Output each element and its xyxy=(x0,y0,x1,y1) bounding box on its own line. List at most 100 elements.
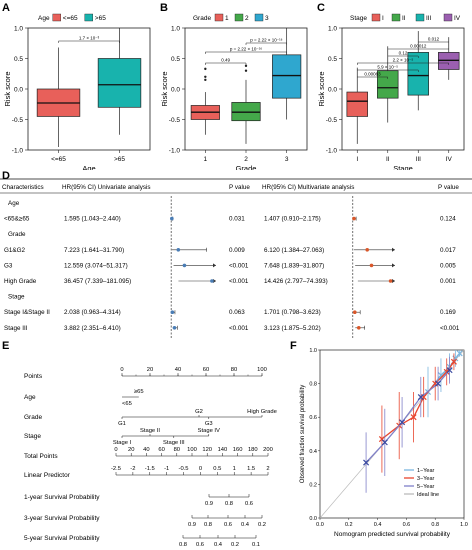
boxplot-age: Age <=65 >65 -1.0 -0.5 0.0 0.5 1.0 Risk score <=6… xyxy=(3,13,151,170)
panel-label-a: A xyxy=(2,2,10,14)
calibration-point-marker xyxy=(363,459,370,466)
legend-label: I xyxy=(382,15,384,22)
nomogram-row-label: Total Points xyxy=(24,453,58,460)
outlier-point xyxy=(204,78,207,82)
row-label: Stage I&Stage II xyxy=(4,309,50,316)
panel-label-c: C xyxy=(317,2,325,14)
legend-label: III xyxy=(426,15,432,22)
nomogram-tick-label: -2.5 xyxy=(111,466,121,472)
nomogram-tick-label: 0.8 xyxy=(225,501,233,507)
legend-swatch xyxy=(254,13,264,22)
comparison-bracket xyxy=(245,42,287,45)
x-tick-label: 0.8 xyxy=(431,522,439,528)
nomogram-tick-label: 100 xyxy=(187,447,197,453)
nomogram-row-label: Age xyxy=(24,394,36,401)
uni-ci-arrow xyxy=(213,279,216,283)
x-tick-label: 3 xyxy=(285,156,289,163)
multi-hr-point xyxy=(356,326,361,330)
legend-title: Grade xyxy=(193,15,211,22)
calibration-point-marker xyxy=(399,419,406,426)
outlier-point xyxy=(204,75,207,79)
nomogram-tick-label: -1.5 xyxy=(145,466,155,472)
comparison-pvalue: 2.2 × 10⁻⁵ xyxy=(393,58,414,63)
nomogram-tick-label: 0.5 xyxy=(213,466,221,472)
calibration-point-marker xyxy=(443,368,450,375)
age-label-high: ≥65 xyxy=(134,389,144,395)
nomogram-tick-label: 60 xyxy=(158,447,164,453)
row-label: G3 xyxy=(4,262,13,269)
nomogram-tick-label: 120 xyxy=(202,447,212,453)
uni-hr-value: 7.223 (1.641–31.790) xyxy=(64,247,124,254)
nomogram-tick-label: 140 xyxy=(218,447,228,453)
x-axis-label: Nomogram predicted survival probability xyxy=(334,531,451,538)
nomogram-tick-label: 200 xyxy=(263,447,273,453)
legend-label: Ideal line xyxy=(417,492,439,498)
uni-hr-point xyxy=(170,216,174,221)
box xyxy=(346,91,368,117)
legend-swatch xyxy=(234,13,244,22)
comparison-bracket xyxy=(58,40,120,43)
forest-plot-table: Characteristics HR(95% CI) Univariate ana… xyxy=(0,178,472,338)
x-tick-label: 0.0 xyxy=(316,522,324,528)
uni-p-value: <0.001 xyxy=(229,278,249,285)
x-tick-label: I xyxy=(356,156,358,163)
nomogram-tick-label: 0.4 xyxy=(214,542,223,548)
grade-label: High Grade xyxy=(247,409,277,415)
x-tick-label: 0.6 xyxy=(403,522,411,528)
row-label: Age xyxy=(8,200,20,207)
table-header: Characteristics xyxy=(2,184,44,191)
comparison-bracket xyxy=(418,41,449,44)
multi-p-value: 0.124 xyxy=(440,216,456,223)
x-tick-label: 0.4 xyxy=(374,522,382,528)
calibration-plot: 0.0 0.2 0.4 0.6 0.8 1.0 0.0 0.2 0.4 0.6 0.8 1.0 Nomo… xyxy=(300,348,468,538)
uni-hr-value: 3.882 (2.351–6.410) xyxy=(64,325,121,332)
legend-label: 2 xyxy=(245,15,249,22)
calibration-point-marker xyxy=(410,414,417,421)
comparison-bracket xyxy=(357,76,388,79)
nomogram-tick-label: 0.6 xyxy=(245,501,253,507)
boxplot-grade: Grade 1 2 3 -1.0 -0.5 0.0 0.5 1.0 Risk score 1 2 3 Gr… xyxy=(160,13,308,170)
outlier-point xyxy=(244,69,248,72)
stage-label: Stage II xyxy=(140,428,160,434)
uni-hr-value: 36.457 (7.339–181.095) xyxy=(64,278,131,285)
nomogram-tick-label: 20 xyxy=(128,447,134,453)
row-label: Stage xyxy=(8,294,25,301)
x-tick-label: III xyxy=(416,156,422,163)
panel-label-b: B xyxy=(160,2,168,14)
nomogram-tick-label: 0.9 xyxy=(188,522,196,528)
legend-label: IV xyxy=(454,15,461,22)
calibration-point-marker xyxy=(446,367,453,374)
comparison-bracket xyxy=(387,55,419,58)
grade-label: G1 xyxy=(118,421,126,427)
nomogram-tick-label: 100 xyxy=(257,367,267,373)
uni-p-value: 0.009 xyxy=(229,247,245,254)
legend-title: Age xyxy=(38,15,50,22)
y-tick-label: -1.0 xyxy=(169,148,181,155)
nomogram-tick-label: 80 xyxy=(231,367,237,373)
comparison-pvalue: 5.9 × 10⁻⁵ xyxy=(377,65,398,70)
x-tick-label: >65 xyxy=(114,156,125,163)
nomogram-tick-label: 20 xyxy=(147,367,153,373)
row-label: Stage III xyxy=(4,325,28,332)
multi-ci-arrow xyxy=(392,263,395,268)
uni-hr-point xyxy=(182,263,187,268)
panel-label-d: D xyxy=(2,170,10,182)
row-label: Grade xyxy=(8,231,26,238)
nomogram-tick-label: 0.8 xyxy=(204,522,212,528)
legend-swatch xyxy=(214,13,224,22)
comparison-bracket xyxy=(357,69,419,72)
y-tick-label: 0.0 xyxy=(328,87,337,94)
y-tick-label: 0.5 xyxy=(328,56,337,63)
multi-p-value: <0.001 xyxy=(440,325,460,332)
nomogram-tick-label: 1 xyxy=(233,466,236,472)
legend-label: 5−Year xyxy=(417,484,435,490)
multi-hr-point xyxy=(352,216,356,221)
x-tick-label: <=65 xyxy=(51,156,66,163)
x-tick-label: IV xyxy=(446,156,453,163)
nomogram-row-label: 1-year Survival Probability xyxy=(24,494,100,501)
uni-hr-point xyxy=(170,310,175,314)
nomogram-tick-label: 0 xyxy=(199,466,202,472)
comparison-pvalue: 0.12 xyxy=(399,51,408,56)
row-label: <65&≥65 xyxy=(4,216,30,223)
